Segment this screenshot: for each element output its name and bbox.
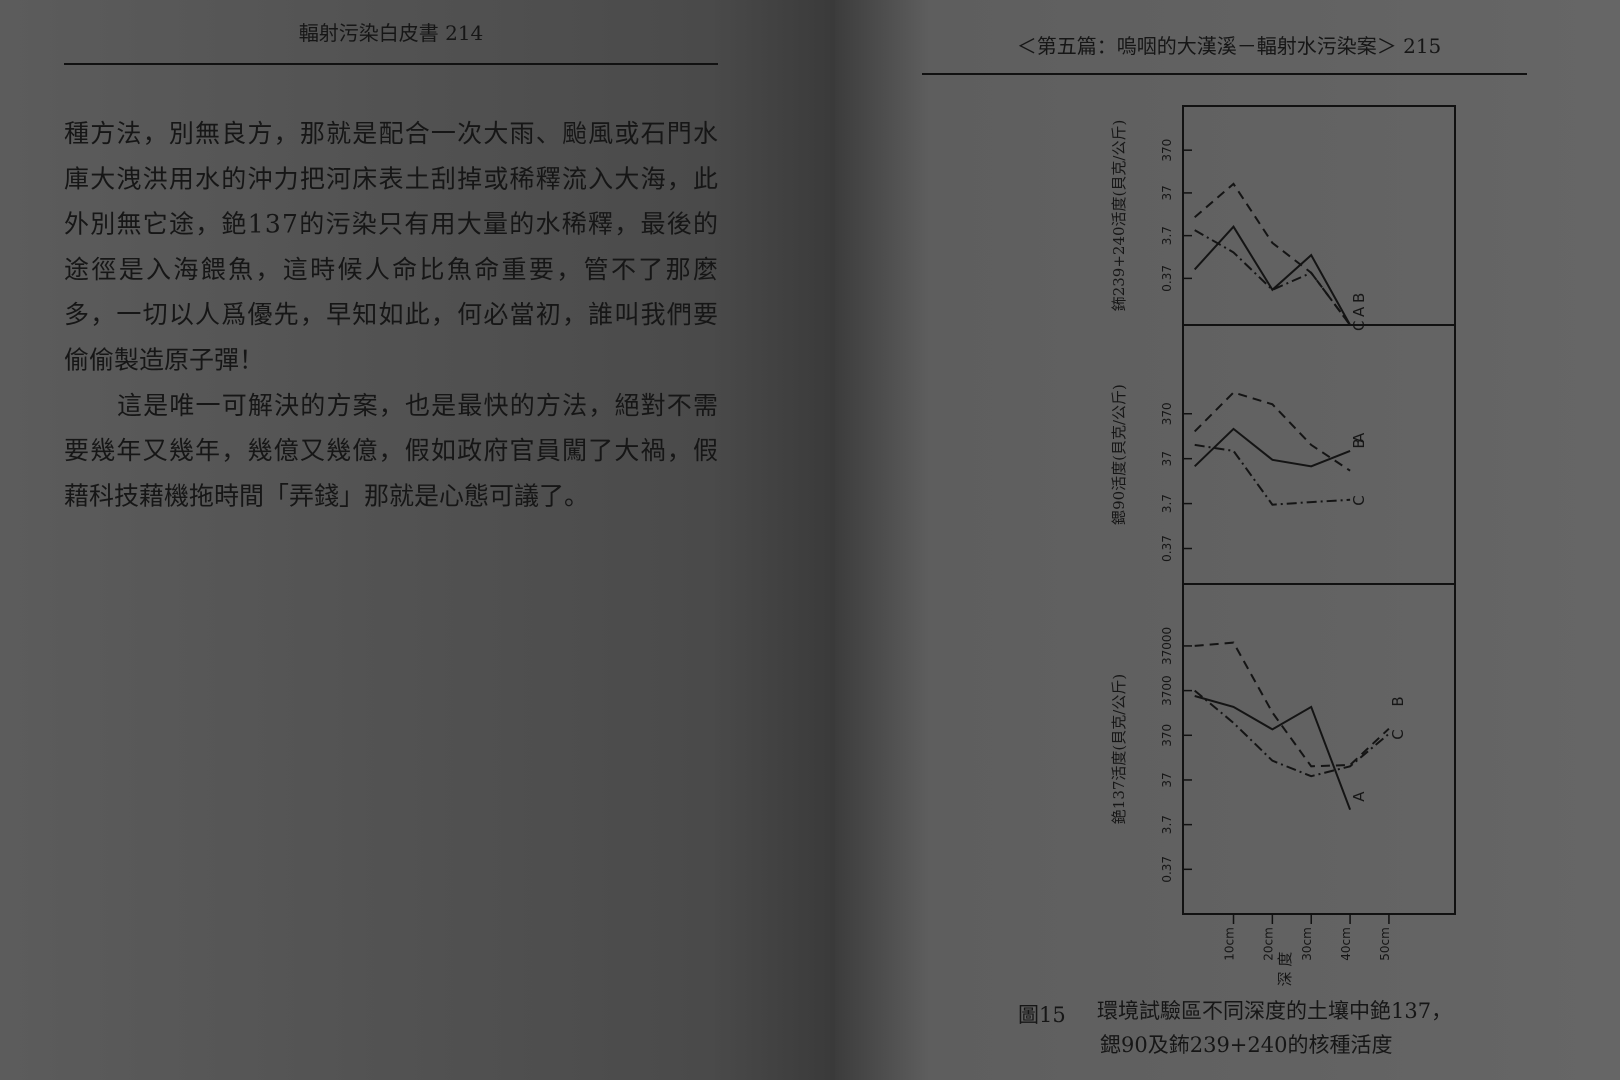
page-header: ＜第五篇：嗚咽的大漢溪－輻射水污染案＞ 215 (1017, 34, 1442, 58)
series-label: A (1350, 306, 1368, 317)
data-line (1194, 641, 1390, 768)
caption-line: 鍶90及鈽239+240的核種活度 (1100, 1033, 1392, 1057)
data-line (1194, 182, 1351, 326)
data-line (1194, 229, 1351, 326)
y-tick-label: 37 (1160, 185, 1174, 200)
y-axis-title: 銫137活度(貝克/公斤) (1110, 674, 1128, 824)
y-tick-label: 0.37 (1160, 535, 1174, 562)
body-line: 外別無它途，銫137的污染只有用大量的水稀釋，最後的 (64, 210, 718, 239)
y-axis-title: 鍶90活度(貝克/公斤) (1110, 384, 1128, 525)
x-tick-label: 20cm (1261, 927, 1275, 961)
y-tick-label: 0.37 (1160, 265, 1174, 292)
series-label: C (1389, 729, 1407, 739)
figure: 鈽239+240活度(貝克/公斤) 0.373.737370ABC鍶90活度(貝克… (1110, 105, 1456, 987)
y-tick-label: 3.7 (1160, 815, 1174, 834)
page-header: 輻射污染白皮書 214 (299, 21, 484, 45)
series-label: B (1350, 293, 1368, 303)
data-line (1194, 443, 1351, 506)
y-tick-label: 37000 (1160, 627, 1174, 665)
data-line (1194, 427, 1351, 468)
y-tick-label: 3.7 (1160, 226, 1174, 245)
data-line (1194, 695, 1352, 811)
data-line (1193, 225, 1351, 326)
y-tick-label: 3700 (1160, 675, 1174, 706)
right-page (835, 0, 1620, 1080)
series-label: B (1389, 696, 1407, 706)
body-line: 要幾年又幾年，幾億又幾億，假如政府官員闖了大禍，假 (64, 436, 718, 465)
y-tick-label: 3.7 (1160, 494, 1174, 513)
y-tick-label: 370 (1160, 724, 1174, 747)
x-tick-label: 30cm (1300, 927, 1314, 961)
body-line: 多，一切以人爲優先，早知如此，何必當初，誰叫我們要 (64, 300, 718, 329)
y-tick-label: 37 (1160, 451, 1174, 466)
body-line: 偷偷製造原子彈！ (64, 346, 264, 375)
left-page (0, 0, 835, 1080)
y-tick-label: 370 (1160, 402, 1174, 425)
caption-label: 圖15 (1018, 1003, 1066, 1027)
body-text: 種方法，別無良方，那就是配合一次大雨、颱風或石門水庫大洩洪用水的沖力把河床表土刮… (64, 119, 718, 510)
data-line (1194, 689, 1390, 778)
y-axis-title: 鈽239+240活度(貝克/公斤) (1110, 120, 1128, 312)
body-line: 庫大洩洪用水的沖力把河床表土刮掉或稀釋流入大海，此 (64, 164, 718, 193)
y-tick-label: 370 (1160, 139, 1174, 162)
series-label: C (1350, 495, 1368, 505)
y-tick-label: 0.37 (1160, 856, 1174, 883)
x-axis-title: 深 度 (1276, 952, 1294, 987)
series-label: B (1350, 438, 1368, 448)
caption-line: 環境試驗區不同深度的土壤中銫137， (1097, 999, 1452, 1023)
panel-frame (1182, 583, 1456, 915)
series-label: A (1350, 791, 1368, 802)
body-line: 這是唯一可解決的方案，也是最快的方法，絕對不需 (117, 391, 718, 420)
x-tick-label: 40cm (1339, 927, 1353, 961)
series-label: A (1350, 432, 1368, 443)
body-line: 種方法，別無良方，那就是配合一次大雨、颱風或石門水 (64, 119, 718, 148)
x-tick-label: 50cm (1378, 927, 1392, 961)
data-line (1193, 391, 1351, 472)
body-line: 藉科技藉機拖時間「弄錢」那就是心態可議了。 (64, 481, 589, 510)
x-tick-label: 10cm (1223, 927, 1237, 961)
y-tick-label: 37 (1160, 772, 1174, 787)
